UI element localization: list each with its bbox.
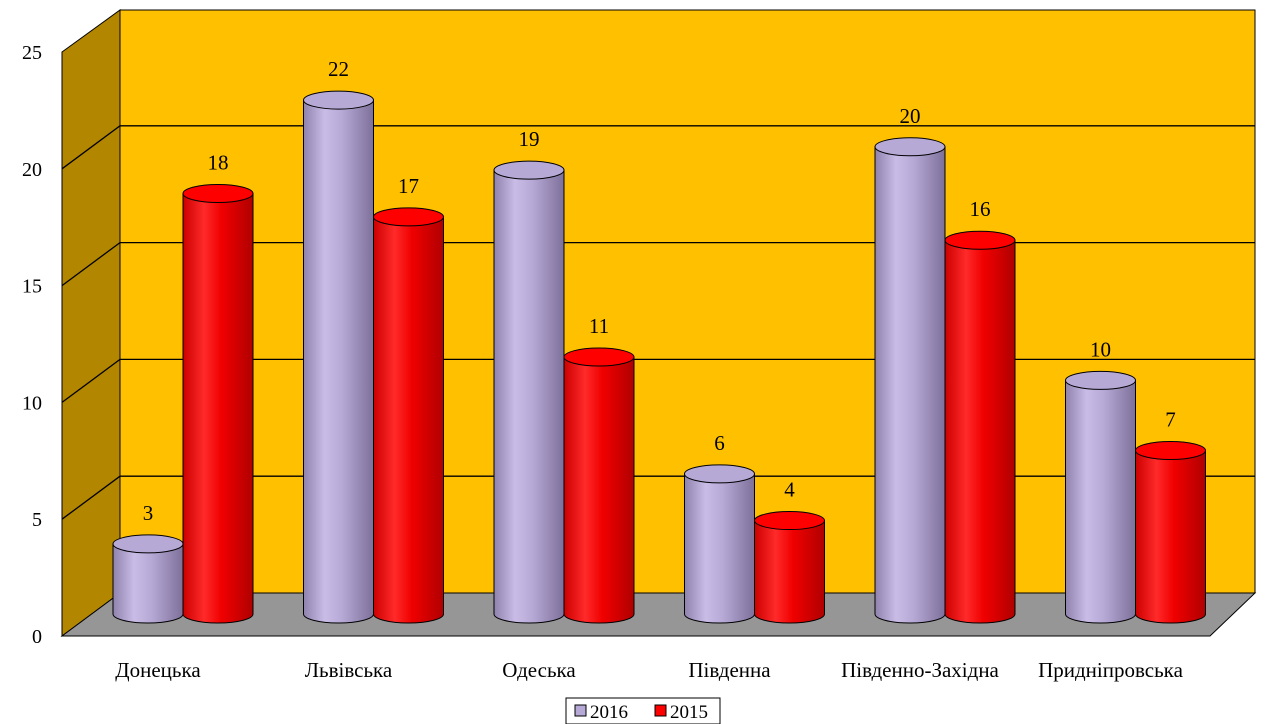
- bar: [112, 543, 184, 624]
- data-label: 4: [784, 478, 795, 502]
- x-category-label: Південна: [688, 658, 771, 682]
- gridline-side: [61, 125, 121, 170]
- legend-label-2015: 2015: [670, 702, 708, 723]
- side-wall: [61, 9, 121, 637]
- y-tick-label: 20: [22, 159, 42, 181]
- bar: [1065, 379, 1136, 624]
- data-label: 19: [519, 127, 540, 151]
- bar: [373, 216, 444, 624]
- data-label: 3: [143, 501, 154, 525]
- x-category-label: Донецька: [115, 658, 201, 682]
- bar-top: [684, 464, 755, 484]
- legend-box: [565, 697, 721, 724]
- bar-top: [874, 137, 946, 157]
- y-axis-ticks: 0 5 10 15 20 25: [22, 42, 42, 648]
- legend: 2016 2015: [565, 697, 721, 724]
- bar-top: [373, 207, 444, 227]
- bar-top: [1135, 440, 1206, 460]
- data-label: 20: [900, 104, 921, 128]
- data-label: 6: [714, 431, 725, 455]
- y-tick-label: 15: [22, 276, 42, 298]
- legend-swatch-2015: [654, 704, 667, 717]
- data-labels: 3 18 22 17 19 11 6 4 20 16 10 7: [143, 57, 1176, 525]
- bar-top: [944, 230, 1016, 250]
- y-tick-label: 0: [32, 626, 42, 648]
- bar: [563, 356, 635, 624]
- bar: [874, 146, 946, 624]
- x-category-label: Придніпровська: [1038, 658, 1183, 682]
- bar-top: [182, 184, 254, 204]
- bar-top: [112, 534, 184, 554]
- bar-top: [493, 160, 565, 180]
- legend-swatch-2016: [574, 704, 587, 717]
- legend-label-2016: 2016: [590, 702, 628, 723]
- x-category-label: Одеська: [502, 658, 576, 682]
- data-label: 17: [398, 174, 419, 198]
- data-label: 22: [328, 57, 349, 81]
- y-tick-label: 25: [22, 42, 42, 64]
- bar: [182, 193, 254, 624]
- bar: [944, 239, 1016, 624]
- gridline-side: [61, 242, 121, 287]
- x-axis-categories: Донецька Львівська Одеська Південна Південно…: [115, 658, 1183, 682]
- bar: [1135, 449, 1206, 624]
- data-label: 16: [970, 197, 991, 221]
- bar: [303, 99, 374, 624]
- bar: [684, 473, 755, 624]
- bar: [754, 520, 825, 624]
- data-label: 10: [1090, 337, 1111, 361]
- data-label: 11: [589, 314, 609, 338]
- x-category-label: Львівська: [305, 658, 393, 682]
- bar-top: [303, 90, 374, 110]
- bar: [493, 169, 565, 624]
- bar-top: [754, 511, 825, 531]
- gridline-side: [61, 358, 121, 403]
- data-label: 18: [208, 151, 229, 175]
- bars: [112, 90, 1206, 624]
- gridline-side: [61, 475, 121, 520]
- bar-top: [563, 347, 635, 367]
- bar-top: [1065, 370, 1136, 390]
- y-tick-label: 10: [22, 392, 42, 414]
- y-tick-label: 5: [32, 509, 42, 531]
- data-label: 7: [1165, 407, 1176, 431]
- x-category-label: Південно-Західна: [841, 658, 999, 682]
